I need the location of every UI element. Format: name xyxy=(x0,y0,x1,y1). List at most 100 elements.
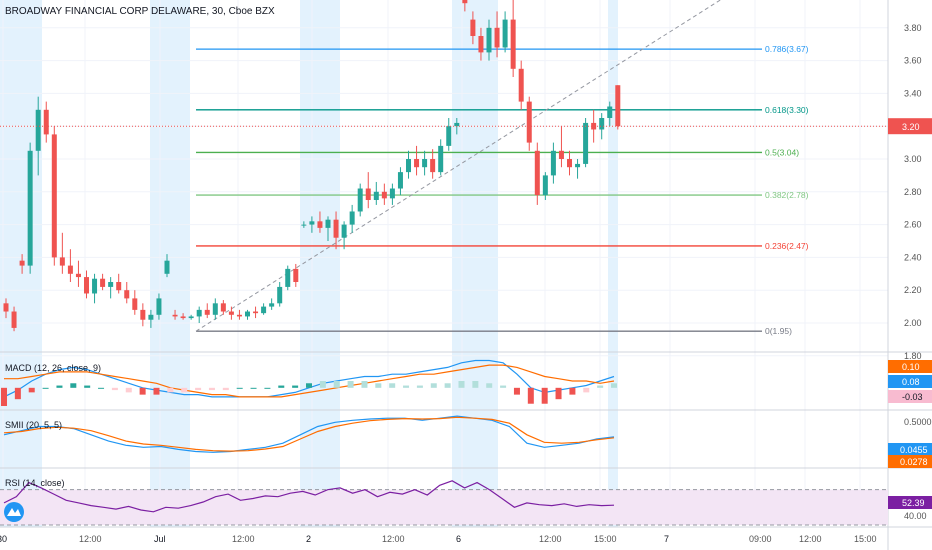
macd-histogram-bar xyxy=(292,385,299,388)
smii-value-label: 0.0278 xyxy=(900,457,928,467)
macd-histogram-bar xyxy=(389,383,396,388)
candle-body xyxy=(486,27,492,53)
macd-histogram-bar xyxy=(458,381,465,388)
candle-body xyxy=(446,126,452,146)
price-tick-label: 2.80 xyxy=(904,187,922,197)
candle-body xyxy=(84,277,89,294)
macd-histogram-bar xyxy=(527,387,534,404)
candle-body xyxy=(140,309,146,320)
macd-histogram-bar xyxy=(42,387,49,389)
candle-body xyxy=(333,219,339,238)
candle-body xyxy=(454,122,460,127)
fib-level-label: 0(1.95) xyxy=(765,326,792,336)
current-price-badge xyxy=(888,118,932,135)
candle-body xyxy=(180,316,186,319)
candle-body xyxy=(478,36,484,53)
candle-body xyxy=(422,159,428,168)
smii-value-badge xyxy=(888,455,932,468)
candle-body xyxy=(470,19,476,36)
macd-histogram-bar xyxy=(98,387,105,389)
candle-body xyxy=(365,188,371,200)
macd-histogram-bar xyxy=(361,381,368,388)
macd-histogram-bar xyxy=(375,383,382,388)
smii-label[interactable]: SMII (20, 5, 5) xyxy=(5,420,62,430)
macd-value-label: 0.08 xyxy=(902,377,920,387)
candle-body xyxy=(212,303,218,315)
macd-histogram-bar xyxy=(1,387,7,406)
time-tick-label: 2 xyxy=(306,534,311,544)
candle-body xyxy=(518,68,524,102)
macd-histogram-bar xyxy=(153,387,160,395)
time-tick-label: 7 xyxy=(664,534,669,544)
macd-histogram-bar xyxy=(139,387,146,395)
candle-body xyxy=(148,314,154,320)
smii-series-line xyxy=(3,416,615,452)
macd-histogram-bar xyxy=(486,383,493,388)
macd-histogram-bar xyxy=(70,383,77,388)
fib-level-label: 0.5(3.04) xyxy=(765,147,799,157)
macd-histogram-bar xyxy=(597,385,604,388)
macd-histogram-bar xyxy=(28,387,35,393)
candle-body xyxy=(406,159,411,173)
tradingview-logo-icon[interactable] xyxy=(4,502,24,522)
candle-body xyxy=(341,224,347,238)
candle-body xyxy=(19,260,25,266)
macd-histogram-bar xyxy=(306,383,312,388)
time-tick-label: 09:00 xyxy=(749,534,772,544)
candle-body xyxy=(35,109,41,151)
candle-body xyxy=(293,268,299,282)
candle-body xyxy=(438,145,444,173)
macd-histogram-bar xyxy=(84,385,91,388)
macd-series-line xyxy=(4,364,615,398)
price-tick-label: 3.80 xyxy=(904,23,922,33)
candle-body xyxy=(550,150,556,176)
macd-histogram-bar xyxy=(611,383,617,388)
candle-body xyxy=(591,122,597,130)
session-band-3 xyxy=(452,0,498,527)
macd-label[interactable]: MACD (12, 26, close, 9) xyxy=(5,363,101,373)
fibonacci-retracement[interactable]: 1(4.13)0.786(3.67)0.618(3.30)0.5(3.04)0.… xyxy=(195,0,809,336)
candle-body xyxy=(414,159,420,168)
candle-body xyxy=(534,150,540,196)
candle-body xyxy=(188,316,194,319)
macd-histogram-bar xyxy=(167,387,174,393)
macd-histogram-bar xyxy=(195,387,202,391)
smii-pane: 0.5000 0.0455 0.0278 xyxy=(3,415,932,468)
time-tick-label: 12:00 xyxy=(539,534,562,544)
time-tick-label: Jul xyxy=(154,534,166,544)
candle-body xyxy=(59,257,65,266)
candle-body xyxy=(607,106,613,118)
time-tick-label: 15:00 xyxy=(594,534,617,544)
time-tick-label: 6 xyxy=(456,534,461,544)
price-tick-label: 2.00 xyxy=(904,318,922,328)
macd-histogram-bar xyxy=(416,385,423,388)
candle-body xyxy=(285,268,291,287)
time-tick-label: 12:00 xyxy=(799,534,822,544)
candle-body xyxy=(309,221,315,225)
session-band-1 xyxy=(150,0,190,527)
session-band-2 xyxy=(300,0,340,527)
price-tick-label: 3.40 xyxy=(904,88,922,98)
rsi-value-badge xyxy=(888,496,932,509)
macd-histogram-bar xyxy=(181,387,188,393)
macd-histogram-bar xyxy=(264,387,271,389)
price-axis[interactable]: 4.404.204.003.803.603.403.203.002.802.60… xyxy=(0,0,932,361)
price-tick-label: 2.40 xyxy=(904,252,922,262)
candle-body xyxy=(261,306,267,314)
current-price-label: 3.20 xyxy=(902,122,920,132)
candle-body xyxy=(3,303,9,312)
grid xyxy=(0,0,888,527)
macd-histogram-bar xyxy=(583,387,590,393)
smii-value-badge xyxy=(888,443,932,456)
rsi-label[interactable]: RSI (14, close) xyxy=(5,478,65,488)
candle-body xyxy=(317,221,323,228)
fib-level-label: 0.618(3.30) xyxy=(765,105,809,115)
macd-histogram-bar xyxy=(500,385,507,388)
time-tick-label: 12:00 xyxy=(232,534,255,544)
candle-body xyxy=(132,298,138,310)
candle-body xyxy=(269,303,275,307)
time-axis[interactable]: 30 12:00 Jul 12:00 2 12:00 6 12:00 15:00 7 09:00 12… xyxy=(0,534,877,544)
macd-value-badge xyxy=(888,390,932,403)
candle-body xyxy=(510,19,516,69)
